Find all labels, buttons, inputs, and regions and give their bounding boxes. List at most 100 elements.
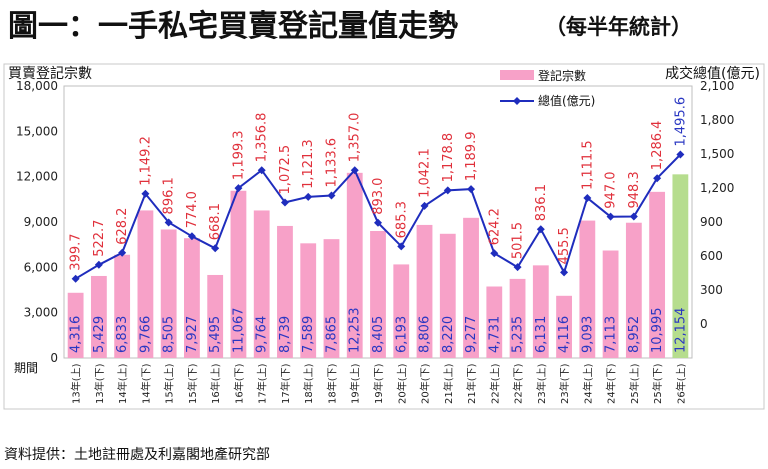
x-tick-label: 25年(上) xyxy=(628,363,641,404)
y-right-tick-label: 300 xyxy=(700,283,723,297)
x-tick-label: 26年(上) xyxy=(674,363,687,404)
bar-value-label: 8,806 xyxy=(418,316,433,353)
bar xyxy=(463,217,479,358)
bar xyxy=(370,230,386,358)
x-tick-label: 16年(上) xyxy=(209,363,222,404)
x-tick-label: 22年(下) xyxy=(512,363,525,404)
bar-value-label: 12,154 xyxy=(673,308,688,354)
line-value-label: 1,178.8 xyxy=(441,133,456,183)
y-right-axis-label: 成交總值(億元) xyxy=(665,65,760,82)
line-point xyxy=(71,274,80,283)
line-value-label: 1,121.3 xyxy=(301,139,316,189)
y-right-tick-label: 1,200 xyxy=(700,181,734,195)
line-point xyxy=(257,166,266,175)
x-tick-label: 18年(下) xyxy=(325,363,338,404)
y-left-axis-label: 買賣登記宗數 xyxy=(8,65,92,82)
line-value-label: 1,199.3 xyxy=(231,130,246,180)
bar-value-label: 7,589 xyxy=(301,316,316,353)
line-point xyxy=(374,218,382,227)
chart-frame xyxy=(3,63,765,410)
bar-value-label: 6,193 xyxy=(394,316,409,353)
bar xyxy=(346,172,363,358)
bar xyxy=(253,210,270,358)
x-tick-label: 18年(上) xyxy=(302,363,315,404)
line-point xyxy=(234,184,243,193)
line-point xyxy=(606,212,615,221)
bar-value-label: 9,764 xyxy=(255,316,270,353)
bar xyxy=(649,191,666,358)
bar xyxy=(579,220,596,358)
bar xyxy=(90,275,107,358)
bar-value-label: 4,316 xyxy=(69,316,84,353)
bar xyxy=(672,174,689,358)
x-tick-label: 19年(上) xyxy=(349,363,362,404)
y-left-ticks: 0 3,000 6,000 9,000 12,000 15,000 18,000 xyxy=(16,79,58,365)
bar-value-label: 8,952 xyxy=(627,316,642,353)
line-value-label: 685.3 xyxy=(394,201,409,238)
line-point xyxy=(350,166,359,175)
line-point xyxy=(397,242,406,251)
bar xyxy=(486,286,503,358)
legend-line-marker xyxy=(513,97,521,105)
line-value-label: 399.7 xyxy=(69,233,84,270)
line-point xyxy=(629,212,638,221)
line-value-label: 1,149.2 xyxy=(138,136,153,186)
chart-subtitle: （每半年統計） xyxy=(545,15,692,39)
y-left-tick-label: 9,000 xyxy=(24,215,58,229)
bar xyxy=(207,274,224,358)
bar-series xyxy=(67,172,689,358)
line-point xyxy=(653,174,662,183)
line-point xyxy=(187,232,196,241)
line-value-label: 501.5 xyxy=(511,222,526,259)
bar xyxy=(416,224,433,358)
bar-value-label: 11,067 xyxy=(231,308,246,354)
bar-value-label: 10,995 xyxy=(650,308,665,354)
x-tick-label: 13年(上) xyxy=(70,363,83,404)
bar-value-label: 4,731 xyxy=(487,316,502,353)
line-value-label: 896.1 xyxy=(162,177,177,214)
line-point xyxy=(536,225,545,234)
bar-value-label: 4,116 xyxy=(557,316,572,353)
line-value-label: 1,133.6 xyxy=(324,138,339,188)
line-value-label: 948.3 xyxy=(627,171,642,208)
x-tick-label: 24年(下) xyxy=(605,363,618,404)
bar-value-label: 12,253 xyxy=(348,308,363,354)
bar xyxy=(509,278,526,358)
x-tick-label: 14年(上) xyxy=(116,363,129,404)
bar xyxy=(393,264,410,358)
line-value-label: 1,357.0 xyxy=(348,113,363,163)
x-tick-label: 23年(下) xyxy=(558,363,571,404)
bar-value-label: 5,235 xyxy=(511,316,526,353)
y-left-tick-label: 0 xyxy=(50,351,58,365)
bar-value-label: 7,927 xyxy=(185,316,200,353)
line-point xyxy=(560,268,569,277)
bar-value-label: 5,495 xyxy=(208,316,223,353)
line-point xyxy=(304,192,313,201)
line-point xyxy=(118,248,127,257)
chart-title: 圖一：一手私宅買賣登記量值走勢 xyxy=(8,9,458,44)
line-value-label: 1,072.5 xyxy=(278,145,293,195)
bar-value-label: 7,113 xyxy=(604,316,619,353)
x-tick-label: 14年(下) xyxy=(139,363,152,404)
y-left-tick-label: 6,000 xyxy=(24,260,58,274)
line-value-label: 836.1 xyxy=(534,184,549,221)
y-left-tick-label: 3,000 xyxy=(24,306,58,320)
x-tick-label: 22年(上) xyxy=(488,363,501,404)
x-tick-label: 21年(下) xyxy=(465,363,478,404)
line-value-label: 947.0 xyxy=(604,171,619,208)
y-right-tick-label: 0 xyxy=(700,317,708,331)
line-value-label: 668.1 xyxy=(208,203,223,240)
legend-line-label: 總值(億元) xyxy=(538,93,595,108)
bar xyxy=(114,254,131,358)
line-value-label: 774.0 xyxy=(185,191,200,228)
y-left-tick-label: 18,000 xyxy=(16,79,58,93)
bar xyxy=(184,238,200,358)
bar-value-label: 6,131 xyxy=(534,316,549,353)
y-right-tick-label: 900 xyxy=(700,215,723,229)
line-point xyxy=(467,185,476,194)
line-value-label: 522.7 xyxy=(92,220,107,257)
bar xyxy=(602,250,619,358)
x-tick-label: 17年(下) xyxy=(279,363,292,404)
x-tick-label: 19年(下) xyxy=(372,363,385,404)
